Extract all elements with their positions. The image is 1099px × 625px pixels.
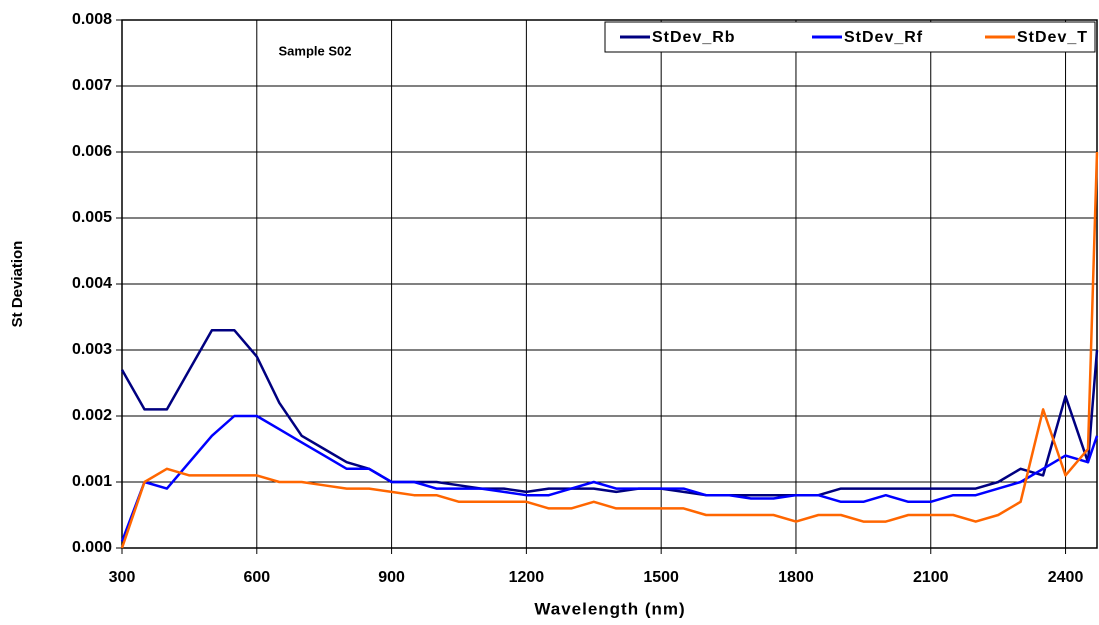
y-tick-label: 0.003 bbox=[72, 341, 112, 358]
y-tick-label: 0.006 bbox=[72, 143, 112, 160]
y-tick-label: 0.004 bbox=[72, 275, 112, 292]
x-tick-label: 600 bbox=[243, 569, 270, 586]
x-tick-label: 2100 bbox=[913, 569, 949, 586]
x-tick-label: 300 bbox=[109, 569, 136, 586]
legend-label: StDev_Rf bbox=[844, 29, 923, 46]
y-axis-title: St Deviation bbox=[9, 241, 26, 328]
legend-label: StDev_Rb bbox=[652, 29, 736, 46]
x-tick-label: 1500 bbox=[643, 569, 679, 586]
y-tick-label: 0.005 bbox=[72, 209, 112, 226]
legend-label: StDev_T bbox=[1017, 29, 1088, 46]
x-tick-label: 2400 bbox=[1048, 569, 1084, 586]
x-tick-label: 1200 bbox=[509, 569, 545, 586]
y-tick-label: 0.000 bbox=[72, 539, 112, 556]
x-tick-label: 1800 bbox=[778, 569, 814, 586]
y-tick-label: 0.001 bbox=[72, 473, 112, 490]
line-series bbox=[120, 151, 1099, 549]
line-series bbox=[120, 328, 1099, 497]
y-tick-label: 0.008 bbox=[72, 11, 112, 28]
y-tick-label: 0.007 bbox=[72, 77, 112, 94]
y-tick-label: 0.002 bbox=[72, 407, 112, 424]
plot-border bbox=[121, 19, 1098, 549]
line-series bbox=[120, 414, 1099, 542]
x-axis-title: Wavelength (nm) bbox=[534, 599, 685, 618]
x-tick-label: 900 bbox=[378, 569, 405, 586]
annotation: Sample S02 bbox=[279, 43, 352, 58]
